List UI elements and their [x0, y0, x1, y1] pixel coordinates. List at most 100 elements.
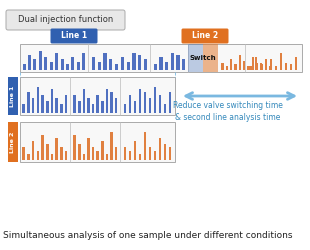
FancyBboxPatch shape	[181, 28, 228, 44]
Bar	[148, 148, 151, 160]
Bar	[32, 141, 34, 160]
Bar	[65, 150, 67, 160]
Bar	[265, 59, 267, 70]
Bar	[139, 154, 141, 160]
Text: Reduce valve switching time
& second line analysis time: Reduce valve switching time & second lin…	[173, 101, 283, 122]
Bar	[234, 64, 237, 70]
FancyBboxPatch shape	[51, 28, 98, 44]
Bar	[8, 77, 18, 115]
Bar	[144, 92, 146, 113]
Bar	[243, 61, 246, 70]
Bar	[138, 55, 141, 70]
Bar	[139, 90, 141, 113]
Bar	[269, 59, 272, 70]
Bar	[71, 57, 74, 70]
Bar	[50, 62, 53, 70]
Bar	[260, 64, 263, 70]
Bar	[98, 62, 101, 70]
Bar	[158, 138, 161, 160]
Bar	[247, 66, 250, 70]
Bar	[132, 53, 135, 70]
Bar	[27, 154, 30, 160]
Bar	[285, 63, 287, 70]
Bar	[153, 150, 156, 160]
Bar	[171, 53, 174, 70]
Bar	[28, 55, 31, 70]
FancyBboxPatch shape	[6, 10, 125, 30]
Bar	[101, 141, 104, 160]
Text: Line 1: Line 1	[11, 85, 16, 107]
Bar	[165, 62, 168, 70]
Bar	[44, 57, 47, 70]
Bar	[78, 144, 81, 160]
Bar	[256, 63, 258, 70]
Bar	[169, 92, 171, 113]
Bar	[144, 132, 146, 160]
Bar	[159, 57, 162, 70]
Bar	[96, 95, 99, 113]
Bar	[264, 64, 267, 70]
Bar	[153, 86, 156, 113]
Bar	[46, 101, 49, 113]
Bar	[169, 148, 171, 160]
Bar	[221, 63, 224, 70]
Bar	[60, 148, 63, 160]
Bar	[96, 150, 99, 160]
Bar	[8, 122, 18, 162]
Bar	[46, 144, 49, 160]
Bar	[144, 60, 147, 70]
Bar	[106, 90, 108, 113]
Bar	[55, 53, 58, 70]
Bar	[103, 53, 107, 70]
Bar	[41, 135, 44, 160]
Bar	[230, 59, 232, 70]
Bar	[115, 64, 118, 70]
Text: Line 2: Line 2	[11, 131, 16, 153]
Bar	[134, 101, 136, 113]
Bar	[259, 63, 262, 70]
Bar	[51, 154, 53, 160]
Bar	[20, 44, 302, 72]
Bar	[176, 55, 179, 70]
Bar	[92, 148, 94, 160]
Bar	[20, 122, 175, 162]
Bar	[182, 60, 185, 70]
Text: Simultaneous analysis of one sample under different conditions: Simultaneous analysis of one sample unde…	[3, 231, 293, 240]
Bar	[101, 101, 104, 113]
Text: Dual injection function: Dual injection function	[18, 16, 113, 24]
Bar	[23, 64, 26, 70]
Bar	[203, 44, 218, 72]
Bar	[78, 101, 81, 113]
Bar	[154, 64, 157, 70]
Text: Line 2: Line 2	[192, 32, 218, 40]
Text: Line 1: Line 1	[61, 32, 87, 40]
Bar	[20, 77, 175, 115]
Bar	[163, 104, 166, 113]
Bar	[158, 95, 161, 113]
Bar	[82, 90, 85, 113]
Bar	[37, 86, 39, 113]
Bar	[129, 95, 131, 113]
Bar	[41, 95, 44, 113]
Bar	[77, 62, 80, 70]
Bar	[109, 60, 112, 70]
Bar	[92, 57, 95, 70]
Bar	[87, 98, 90, 113]
Bar	[226, 66, 228, 70]
Bar	[269, 66, 271, 70]
Bar	[280, 54, 282, 70]
Bar	[22, 104, 25, 113]
Bar	[294, 57, 297, 70]
Bar	[255, 57, 257, 70]
Bar	[73, 135, 76, 160]
Bar	[82, 154, 85, 160]
Bar	[148, 98, 151, 113]
Bar	[110, 92, 113, 113]
Bar	[239, 55, 241, 70]
Bar	[39, 51, 42, 70]
Bar	[55, 138, 58, 160]
Bar	[129, 150, 131, 160]
Bar	[126, 62, 130, 70]
Text: Switch: Switch	[190, 55, 216, 61]
Bar	[32, 98, 34, 113]
